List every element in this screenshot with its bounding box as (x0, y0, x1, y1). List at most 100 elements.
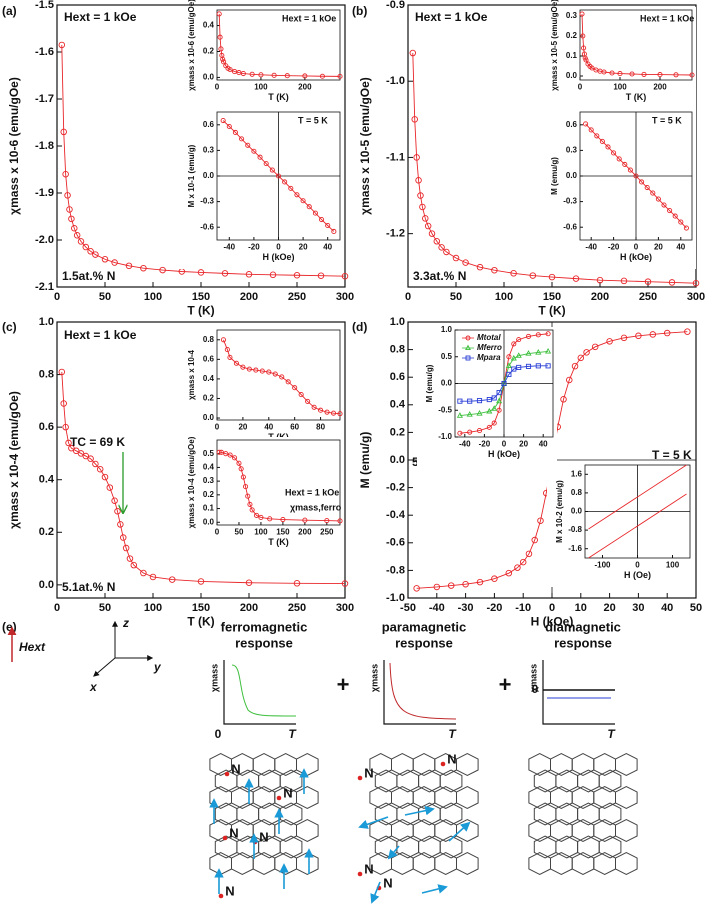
data-point (292, 385, 298, 391)
data-point (606, 338, 613, 345)
data-point (220, 337, 227, 343)
x-tick-label: 100 (144, 602, 162, 614)
data-point (58, 368, 66, 376)
legend-marker (465, 355, 471, 361)
data-point (285, 379, 291, 385)
data-point (122, 544, 130, 552)
data-point (218, 449, 224, 455)
data-point (300, 198, 306, 204)
dopant-site (357, 871, 363, 877)
y-tick-label: 0.1 (566, 51, 578, 60)
dopant-label: N (229, 825, 238, 840)
legend-label: Mferro (477, 343, 502, 352)
mini-axes (542, 660, 615, 725)
x-tick-label: 200 (591, 291, 609, 303)
y-tick-label: -0.5 (438, 405, 452, 414)
mini-curve (231, 664, 297, 717)
data-point (331, 228, 337, 235)
dopant-label: N (259, 829, 268, 844)
y-tick-label: 0.0 (566, 171, 578, 180)
data-point (683, 225, 689, 231)
lattice-ring (456, 752, 479, 777)
data-point (221, 59, 227, 65)
series-line (222, 120, 335, 232)
mini-origin: 0 (215, 727, 222, 741)
spin-arrow (387, 845, 400, 860)
data-point (65, 439, 72, 447)
data-point (284, 73, 290, 79)
data-point (525, 333, 532, 339)
axis-name: x (89, 680, 98, 694)
data-point (317, 272, 325, 279)
panel-title: diamagnetic (545, 619, 621, 634)
annotation: Hext = 1 kOe (64, 10, 137, 24)
data-point (249, 71, 255, 77)
data-point (312, 210, 318, 216)
panel-label: (e) (2, 620, 17, 634)
x-tick-label: 0 (635, 560, 640, 569)
data-point (580, 33, 586, 39)
data-point (197, 269, 205, 276)
y-axis-label: χmass x 10-6 (emu/gOe) (7, 77, 21, 215)
x-tick-label: 20 (519, 439, 528, 448)
data-point (510, 354, 517, 361)
lattice-ring (296, 851, 319, 876)
y-tick-label: 1.0 (39, 316, 54, 328)
data-point (306, 204, 312, 210)
data-point (457, 430, 463, 436)
data-point (525, 550, 533, 558)
y-tick-label: -1.8 (35, 140, 54, 152)
data-point (496, 397, 503, 404)
x-tick-label: 300 (687, 291, 705, 303)
x-tick-label: 100 (254, 527, 268, 536)
data-point (324, 518, 330, 524)
data-point (639, 179, 645, 185)
x-tick-label: -10 (515, 602, 531, 614)
data-point (60, 400, 67, 407)
data-point (223, 451, 229, 457)
y-tick-label: 0.2 (203, 490, 215, 499)
data-point (515, 352, 522, 358)
data-point (66, 206, 73, 213)
y-tick-label: -0.9 (386, 0, 405, 11)
data-point (330, 410, 337, 416)
data-point (644, 184, 650, 191)
annotation: (c) (2, 320, 17, 334)
data-point (650, 190, 656, 196)
y-tick-label: -0.3 (563, 197, 577, 206)
data-point (511, 341, 517, 347)
data-point (337, 411, 343, 417)
annotation: (a) (2, 4, 17, 18)
x-axis-label: T (K) (538, 303, 565, 317)
data-point (486, 397, 492, 403)
x-tick-label: 0 (215, 527, 220, 536)
data-point (68, 444, 75, 452)
y-tick-label: -1.9 (35, 187, 54, 199)
y-tick-label: 0.0 (566, 71, 578, 80)
lattice-ring (296, 785, 319, 810)
x-tick-label: 250 (320, 527, 334, 536)
data-point (305, 398, 311, 404)
x-tick-label: 0 (215, 422, 220, 431)
spin-arrow (421, 884, 448, 894)
data-point (302, 517, 308, 523)
lattice-ring (296, 752, 319, 777)
data-point (633, 173, 639, 179)
data-point (591, 343, 599, 351)
data-point (298, 392, 304, 398)
y-axis-label: M x 10-2 (emu/g) (555, 480, 564, 543)
data-point (257, 154, 263, 160)
x-axis-label: T (K) (268, 92, 289, 102)
inset-background (417, 327, 557, 466)
y-tick-label: 0.5 (203, 449, 215, 458)
series-line (61, 371, 346, 584)
data-point (657, 72, 663, 78)
data-point (620, 277, 628, 285)
mini-ylabel: χmass (209, 664, 219, 692)
data-point (486, 424, 492, 430)
data-point (510, 270, 517, 277)
x-tick-label: 20 (603, 602, 615, 614)
data-point (599, 138, 605, 144)
data-point (275, 173, 282, 179)
data-point (227, 354, 233, 360)
